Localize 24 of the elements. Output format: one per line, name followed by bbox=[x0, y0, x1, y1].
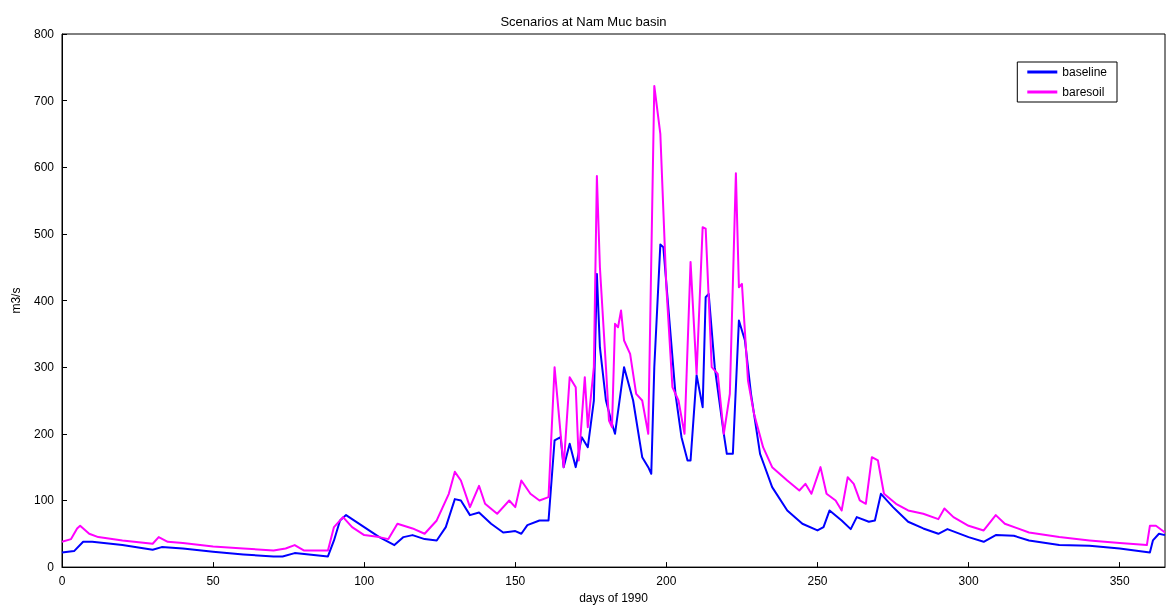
y-tick-label: 200 bbox=[33, 426, 55, 441]
x-tick-label: 100 bbox=[354, 574, 375, 589]
y-tick-label: 700 bbox=[33, 93, 55, 108]
y-tick-label: 500 bbox=[33, 226, 55, 241]
y-tick-label: 800 bbox=[33, 27, 55, 41]
y-tick-label: 400 bbox=[33, 293, 55, 308]
y-tick-label: 300 bbox=[33, 360, 55, 375]
y-tick-label: 100 bbox=[33, 493, 55, 508]
x-tick-label: 250 bbox=[807, 574, 828, 589]
x-tick-label: 350 bbox=[1109, 574, 1130, 589]
line-series bbox=[61, 243, 1166, 558]
y-tick-label: 600 bbox=[33, 160, 55, 175]
chart-title: Scenarios at Nam Muc basin bbox=[500, 14, 667, 29]
x-axis-title: days of 1990 bbox=[579, 591, 649, 605]
x-tick-label: 0 bbox=[58, 574, 66, 589]
x-tick-label: 150 bbox=[505, 574, 526, 589]
y-tick-label: 0 bbox=[47, 560, 55, 575]
legend-label: baseline bbox=[1062, 65, 1108, 79]
x-tick-label: 200 bbox=[656, 574, 677, 589]
y-axis-title: m3/s bbox=[9, 287, 23, 314]
x-tick-label: 300 bbox=[958, 574, 979, 589]
x-tick-label: 50 bbox=[206, 574, 221, 589]
legend-label: baresoil bbox=[1062, 85, 1105, 99]
line-series bbox=[61, 84, 1166, 552]
